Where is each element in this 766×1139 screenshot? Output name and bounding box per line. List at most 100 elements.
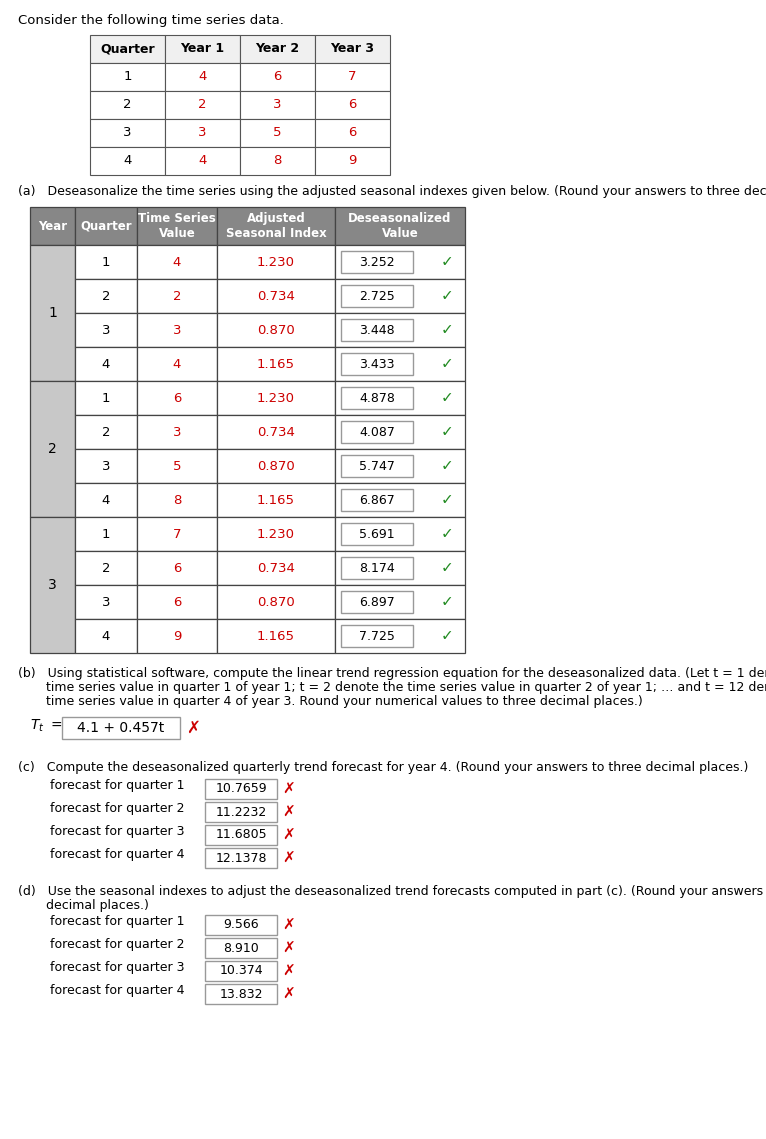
Text: 0.870: 0.870 — [257, 596, 295, 608]
Text: Year 3: Year 3 — [330, 42, 375, 56]
Bar — [137, 449, 217, 483]
Text: 1: 1 — [123, 71, 132, 83]
Bar — [335, 207, 465, 245]
Bar — [341, 353, 413, 375]
Text: 4: 4 — [102, 358, 110, 370]
Bar — [217, 245, 335, 279]
Text: ✓: ✓ — [440, 459, 453, 474]
Bar — [165, 147, 240, 175]
Bar — [217, 279, 335, 313]
Text: 8.174: 8.174 — [359, 562, 395, 574]
Bar — [30, 517, 75, 653]
Text: 5.691: 5.691 — [359, 527, 394, 541]
Text: ✓: ✓ — [440, 629, 453, 644]
Bar — [75, 517, 137, 551]
Bar — [62, 716, 180, 739]
Bar — [75, 207, 137, 245]
Text: 1: 1 — [102, 255, 110, 269]
Bar — [137, 585, 217, 618]
Bar — [217, 449, 335, 483]
Text: ✓: ✓ — [440, 526, 453, 541]
Text: 1.165: 1.165 — [257, 358, 295, 370]
Text: ✗: ✗ — [282, 851, 295, 866]
Text: 1.230: 1.230 — [257, 255, 295, 269]
Text: 6: 6 — [173, 596, 182, 608]
Bar — [90, 35, 165, 63]
Text: 2: 2 — [173, 289, 182, 303]
Text: 2.725: 2.725 — [359, 289, 395, 303]
Text: Consider the following time series data.: Consider the following time series data. — [18, 14, 284, 27]
Text: 12.1378: 12.1378 — [215, 852, 267, 865]
Bar — [240, 35, 315, 63]
Text: 1.165: 1.165 — [257, 630, 295, 642]
Bar — [205, 939, 277, 958]
Bar — [341, 625, 413, 647]
Text: 4.1 + 0.457t: 4.1 + 0.457t — [77, 721, 165, 735]
Text: 9: 9 — [173, 630, 182, 642]
Text: 6.897: 6.897 — [359, 596, 395, 608]
Text: ✗: ✗ — [282, 918, 295, 933]
Text: 7: 7 — [349, 71, 357, 83]
Bar — [335, 517, 465, 551]
Text: 1: 1 — [48, 306, 57, 320]
Bar — [240, 63, 315, 91]
Bar — [217, 585, 335, 618]
Bar — [341, 421, 413, 443]
Text: 6: 6 — [173, 562, 182, 574]
Bar — [217, 517, 335, 551]
Bar — [205, 802, 277, 822]
Bar — [335, 483, 465, 517]
Text: 4: 4 — [198, 71, 207, 83]
Bar — [137, 245, 217, 279]
Text: 4: 4 — [173, 358, 182, 370]
Text: 1: 1 — [102, 527, 110, 541]
Bar — [205, 961, 277, 981]
Text: 4.878: 4.878 — [359, 392, 395, 404]
Bar — [137, 618, 217, 653]
Bar — [75, 382, 137, 415]
Bar — [341, 489, 413, 511]
Text: (a)   Deseasonalize the time series using the adjusted seasonal indexes given be: (a) Deseasonalize the time series using … — [18, 185, 766, 198]
Text: forecast for quarter 1: forecast for quarter 1 — [50, 915, 185, 928]
Bar — [315, 63, 390, 91]
Text: (d)   Use the seasonal indexes to adjust the deseasonalized trend forecasts comp: (d) Use the seasonal indexes to adjust t… — [18, 885, 766, 898]
Text: 2: 2 — [102, 289, 110, 303]
Text: 6: 6 — [349, 126, 357, 139]
Text: 2: 2 — [102, 426, 110, 439]
Text: decimal places.): decimal places.) — [18, 899, 149, 912]
Bar — [75, 483, 137, 517]
Text: ✗: ✗ — [282, 986, 295, 1001]
Text: Deseasonalized
Value: Deseasonalized Value — [349, 212, 452, 240]
Bar — [217, 347, 335, 382]
Bar — [217, 313, 335, 347]
Bar — [137, 279, 217, 313]
Text: 3.252: 3.252 — [359, 255, 394, 269]
Bar — [335, 279, 465, 313]
Text: 4: 4 — [123, 155, 132, 167]
Text: 2: 2 — [123, 98, 132, 112]
Bar — [217, 483, 335, 517]
Text: $T_t$: $T_t$ — [30, 718, 44, 735]
Bar — [90, 63, 165, 91]
Text: forecast for quarter 3: forecast for quarter 3 — [50, 961, 185, 974]
Text: forecast for quarter 4: forecast for quarter 4 — [50, 849, 185, 861]
Bar — [341, 454, 413, 477]
Text: 0.734: 0.734 — [257, 426, 295, 439]
Bar — [137, 415, 217, 449]
Bar — [335, 449, 465, 483]
Bar — [75, 415, 137, 449]
Text: ✓: ✓ — [440, 560, 453, 575]
Bar — [137, 313, 217, 347]
Bar — [217, 415, 335, 449]
Text: 2: 2 — [102, 562, 110, 574]
Text: 3.448: 3.448 — [359, 323, 394, 336]
Bar — [217, 551, 335, 585]
Text: ✓: ✓ — [440, 391, 453, 405]
Bar — [205, 825, 277, 845]
Bar — [240, 118, 315, 147]
Bar — [341, 251, 413, 273]
Bar — [341, 285, 413, 308]
Text: 4.087: 4.087 — [359, 426, 395, 439]
Text: 10.374: 10.374 — [219, 965, 263, 977]
Text: 2: 2 — [48, 442, 57, 456]
